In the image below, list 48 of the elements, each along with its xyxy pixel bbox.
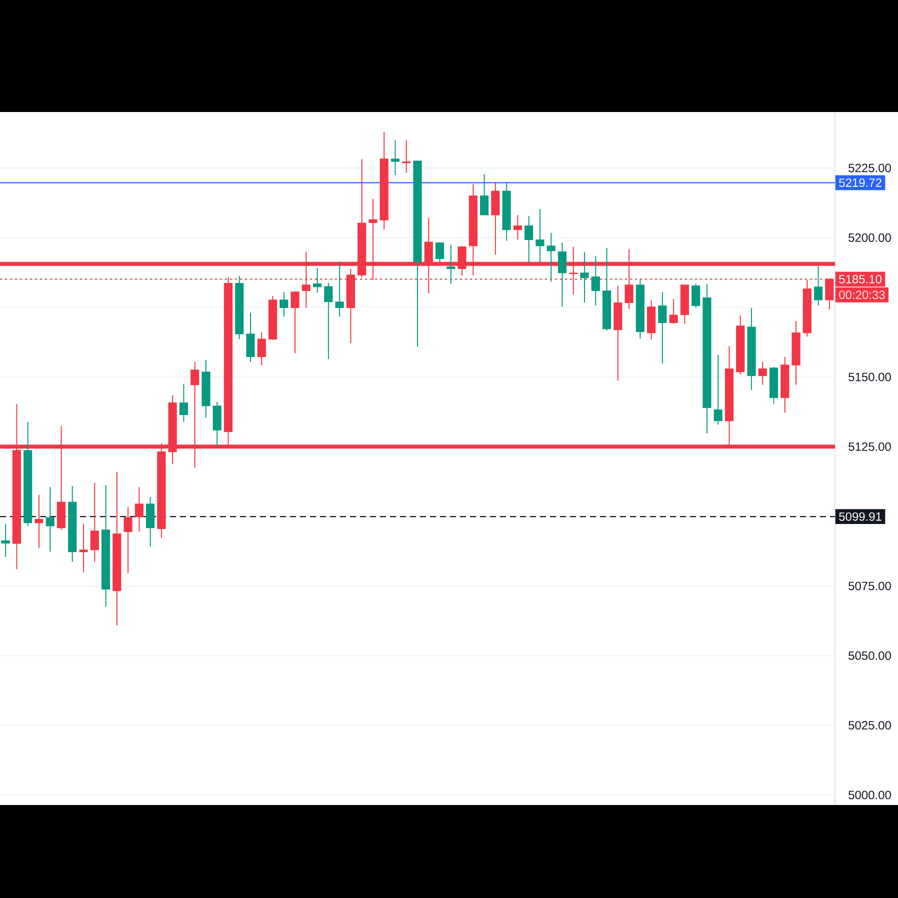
y-tick-label: 5150.00 — [848, 372, 891, 382]
y-tick-label: 5075.00 — [848, 582, 891, 590]
candlestick — [536, 208, 544, 263]
ref-line-label: 5099.91 — [839, 512, 882, 521]
y-tick-label: 5200.00 — [848, 233, 891, 242]
candlestick — [324, 282, 333, 360]
candlestick — [591, 256, 600, 306]
candlestick — [313, 268, 322, 294]
candlestick — [390, 140, 400, 176]
candlestick — [290, 290, 300, 354]
candlestick — [513, 214, 522, 240]
candlestick — [246, 312, 255, 362]
candlestick — [714, 354, 722, 426]
candlestick — [524, 215, 534, 263]
y-tick-label: 5000.00 — [848, 790, 891, 800]
candlestick — [335, 260, 344, 318]
candlestick — [146, 496, 155, 548]
candlestick — [79, 523, 88, 573]
candlestick — [124, 506, 132, 574]
candlestick — [34, 494, 44, 549]
text: 00:20:33 — [839, 290, 885, 300]
candlestick — [580, 251, 589, 304]
candlestick — [90, 482, 99, 562]
candlestick — [491, 181, 500, 256]
ref-line-label: 5219.72 — [839, 178, 882, 187]
candlestick — [212, 402, 222, 448]
candlestick — [546, 232, 556, 282]
candlestick — [280, 291, 288, 318]
candlestick — [134, 486, 144, 532]
candlestick — [46, 486, 54, 552]
candlestick — [435, 242, 444, 263]
candlestick — [179, 383, 188, 422]
candlestick — [446, 244, 456, 285]
candlestick — [558, 242, 567, 308]
y-tick-label: 5125.00 — [848, 442, 891, 451]
ref-line-label: 5185.10 — [839, 274, 882, 284]
y-tick-label: 5225.00 — [848, 164, 891, 172]
candlestick — [692, 283, 700, 308]
candlestick — [480, 174, 489, 216]
y-tick-label: 5050.00 — [848, 651, 891, 660]
candlestick — [658, 291, 667, 364]
candlestick — [814, 266, 823, 306]
candlestick — [402, 140, 411, 174]
candlestick — [758, 361, 767, 386]
y-tick-label: 5025.00 — [848, 721, 891, 730]
candlestick — [257, 332, 266, 366]
candlestick — [669, 298, 678, 324]
candlestick — [1, 523, 10, 558]
